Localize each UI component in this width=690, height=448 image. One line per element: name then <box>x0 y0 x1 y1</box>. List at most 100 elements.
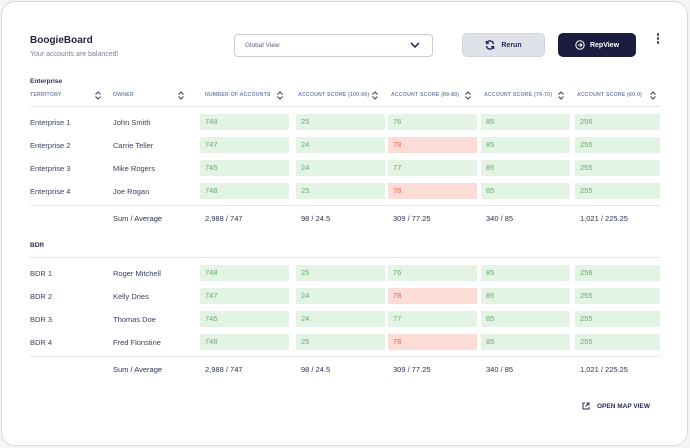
score-cell: 24 <box>296 160 385 176</box>
accounts-cell: 748 <box>200 114 289 130</box>
sort-icon[interactable] <box>95 91 101 100</box>
section-label-enterprise: Enterprise <box>30 78 63 85</box>
summary-score: 309 / 77.25 <box>393 214 431 223</box>
territory-cell: BDR 1 <box>30 269 53 278</box>
view-select-value: Global View <box>245 42 280 49</box>
rerun-label: Rerun <box>501 41 522 49</box>
score-cell: 78 <box>388 334 477 350</box>
refresh-icon <box>485 40 495 50</box>
external-link-icon <box>582 402 590 410</box>
owner-cell: Kelly Dries <box>113 292 149 301</box>
score-cell: 255 <box>575 160 660 176</box>
summary-accounts: 2,988 / 747 <box>205 214 243 223</box>
column-header-score-100-90[interactable]: ACCOUNT SCORE (100-90) <box>298 92 370 98</box>
summary-score: 98 / 24.5 <box>301 365 331 374</box>
summary-score: 309 / 77.25 <box>393 365 431 374</box>
score-cell: 25 <box>296 265 385 281</box>
column-header-territory[interactable]: TERRITORY <box>30 92 62 98</box>
table-row[interactable]: BDR 1 Roger Mitchell 748 25 76 85 256 <box>0 265 690 282</box>
summary-score: 1,021 / 225.25 <box>580 365 628 374</box>
sort-icon[interactable] <box>372 91 378 100</box>
column-header-owner[interactable]: OWNER <box>113 92 134 98</box>
column-header-score-79-70[interactable]: ACCOUNT SCORE (79-70) <box>484 92 553 98</box>
score-cell: 77 <box>388 311 477 327</box>
owner-cell: Roger Mitchell <box>113 269 161 278</box>
table-row[interactable]: Enterprise 1 John Smith 748 25 76 85 256 <box>0 114 690 131</box>
territory-cell: BDR 3 <box>30 315 53 324</box>
score-cell: 24 <box>296 311 385 327</box>
summary-score: 1,021 / 225.25 <box>580 214 628 223</box>
territory-cell: BDR 2 <box>30 292 53 301</box>
territory-cell: Enterprise 3 <box>30 164 71 173</box>
column-header-score-60-0[interactable]: ACCOUNT SCORE (60-0) <box>577 92 643 98</box>
score-cell: 25 <box>296 183 385 199</box>
sort-icon[interactable] <box>558 91 564 100</box>
open-map-view-link[interactable]: OPEN MAP VIEW <box>582 402 650 410</box>
score-cell: 255 <box>575 334 660 350</box>
table-row[interactable]: Enterprise 2 Carrie Teller 747 24 78 85 … <box>0 137 690 154</box>
territory-cell: Enterprise 2 <box>30 141 71 150</box>
owner-cell: Joe Rogan <box>113 187 150 196</box>
score-cell: 25 <box>296 114 385 130</box>
page-subtitle: Your accounts are balanced! <box>30 51 119 58</box>
score-cell: 85 <box>481 137 570 153</box>
accounts-cell: 747 <box>200 137 289 153</box>
summary-divider <box>30 356 660 357</box>
summary-label: Sum / Average <box>113 214 163 223</box>
score-cell: 76 <box>388 114 477 130</box>
accounts-cell: 745 <box>200 311 289 327</box>
view-select[interactable]: Global View <box>234 34 433 57</box>
repview-label: RepView <box>589 41 620 49</box>
accounts-cell: 748 <box>200 183 289 199</box>
accounts-cell: 745 <box>200 160 289 176</box>
sort-icon[interactable] <box>277 91 283 100</box>
score-cell: 85 <box>481 311 570 327</box>
score-cell: 24 <box>296 137 385 153</box>
table-row[interactable]: BDR 3 Thomas Doe 745 24 77 85 255 <box>0 311 690 328</box>
page-title: BoogieBoard <box>30 35 93 46</box>
territory-cell: Enterprise 1 <box>30 118 71 127</box>
sort-icon[interactable] <box>178 91 184 100</box>
table-row[interactable]: BDR 4 Fred Flonstine 748 25 78 85 255 <box>0 334 690 351</box>
score-cell: 77 <box>388 160 477 176</box>
score-cell: 78 <box>388 288 477 304</box>
territory-cell: Enterprise 4 <box>30 187 71 196</box>
sort-icon[interactable] <box>650 91 656 100</box>
column-header-score-89-80[interactable]: ACCOUNT SCORE (89-80) <box>391 92 460 98</box>
score-cell: 255 <box>575 183 660 199</box>
score-cell: 85 <box>481 288 570 304</box>
score-cell: 85 <box>481 160 570 176</box>
territory-cell: BDR 4 <box>30 338 53 347</box>
score-cell: 255 <box>575 311 660 327</box>
section-divider <box>30 257 660 258</box>
summary-score: 340 / 85 <box>486 365 514 374</box>
table-row[interactable]: Enterprise 4 Joe Rogan 748 25 78 85 255 <box>0 183 690 200</box>
arrow-circle-icon <box>575 40 585 50</box>
column-header-accounts[interactable]: NUMBER OF ACCOUNTS <box>205 92 271 98</box>
accounts-cell: 747 <box>200 288 289 304</box>
sort-icon[interactable] <box>465 91 471 100</box>
score-cell: 255 <box>575 137 660 153</box>
owner-cell: Fred Flonstine <box>113 338 161 347</box>
table-row[interactable]: Enterprise 3 Mike Rogers 745 24 77 85 25… <box>0 160 690 177</box>
summary-label: Sum / Average <box>113 365 163 374</box>
table-row[interactable]: BDR 2 Kelly Dries 747 24 78 85 255 <box>0 288 690 305</box>
score-cell: 85 <box>481 183 570 199</box>
score-cell: 85 <box>481 114 570 130</box>
more-options-icon[interactable] <box>654 33 662 45</box>
rerun-button[interactable]: Rerun <box>462 33 545 57</box>
repview-button[interactable]: RepView <box>558 33 636 57</box>
score-cell: 24 <box>296 288 385 304</box>
score-cell: 78 <box>388 137 477 153</box>
accounts-cell: 748 <box>200 265 289 281</box>
score-cell: 78 <box>388 183 477 199</box>
score-cell: 85 <box>481 265 570 281</box>
summary-score: 340 / 85 <box>486 214 514 223</box>
summary-score: 98 / 24.5 <box>301 214 331 223</box>
owner-cell: John Smith <box>113 118 151 127</box>
owner-cell: Mike Rogers <box>113 164 156 173</box>
summary-accounts: 2,988 / 747 <box>205 365 243 374</box>
score-cell: 256 <box>575 114 660 130</box>
open-map-view-label: OPEN MAP VIEW <box>597 402 650 410</box>
